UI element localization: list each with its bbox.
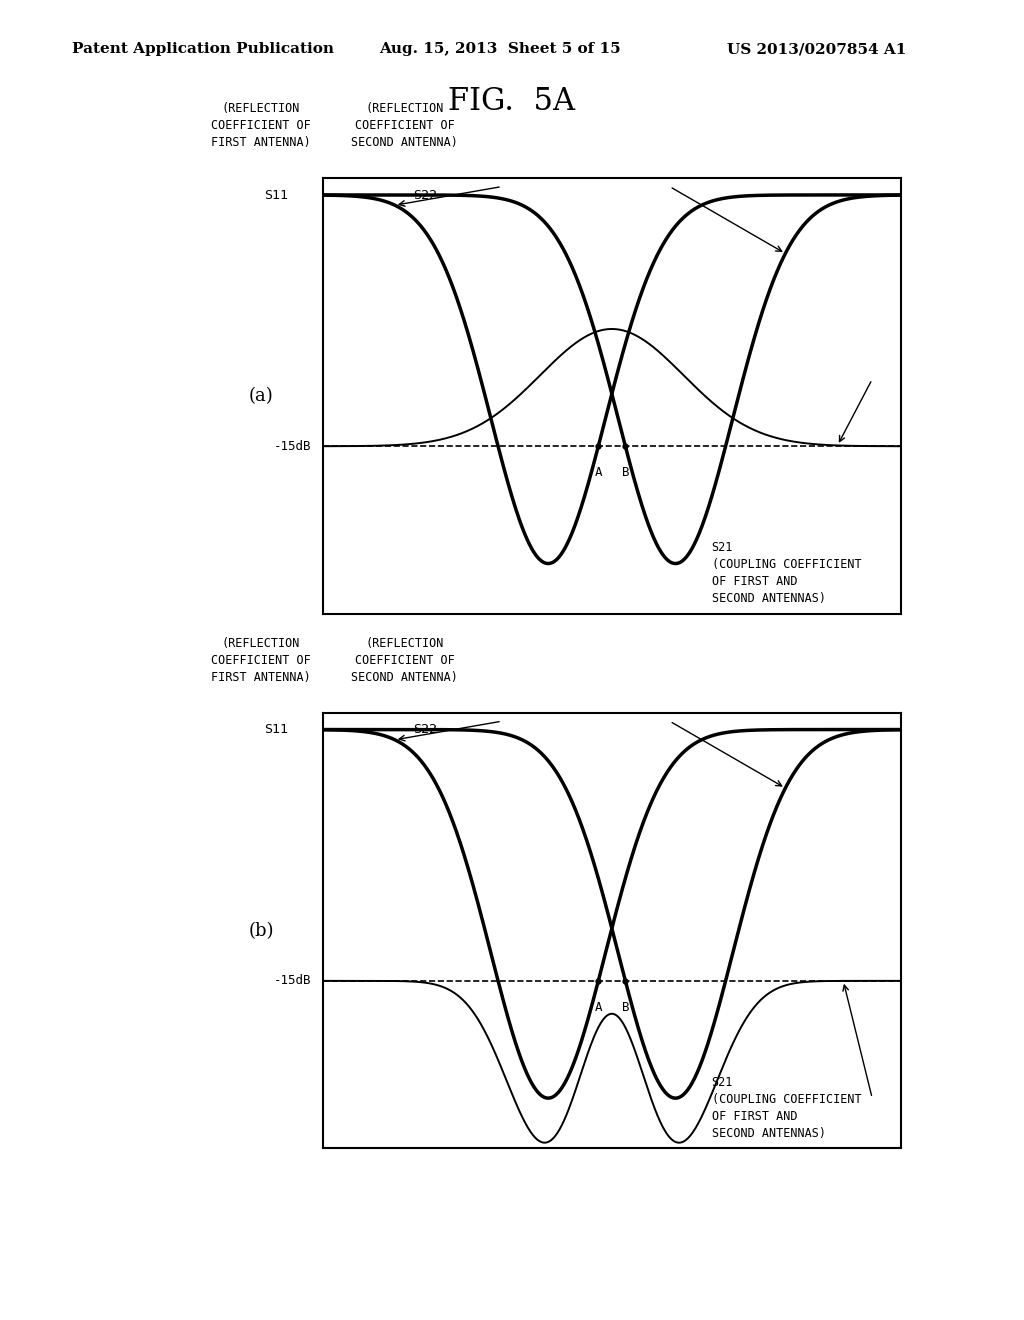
Text: S11: S11 — [264, 189, 289, 202]
Text: (REFLECTION
COEFFICIENT OF
FIRST ANTENNA): (REFLECTION COEFFICIENT OF FIRST ANTENNA… — [211, 102, 311, 149]
Text: B: B — [622, 466, 629, 479]
Text: (REFLECTION
COEFFICIENT OF
SECOND ANTENNA): (REFLECTION COEFFICIENT OF SECOND ANTENN… — [351, 636, 458, 684]
Text: S11: S11 — [264, 723, 289, 737]
Text: FIG.  5A: FIG. 5A — [449, 86, 575, 116]
Text: Patent Application Publication: Patent Application Publication — [72, 42, 334, 57]
Text: A: A — [595, 466, 602, 479]
Text: B: B — [622, 1001, 629, 1014]
Text: S22: S22 — [413, 189, 437, 202]
Text: (REFLECTION
COEFFICIENT OF
FIRST ANTENNA): (REFLECTION COEFFICIENT OF FIRST ANTENNA… — [211, 636, 311, 684]
Text: -15dB: -15dB — [273, 974, 311, 987]
Text: (REFLECTION
COEFFICIENT OF
SECOND ANTENNA): (REFLECTION COEFFICIENT OF SECOND ANTENN… — [351, 102, 458, 149]
Text: (a): (a) — [249, 387, 273, 405]
Text: S21
(COUPLING COEFFICIENT
OF FIRST AND
SECOND ANTENNAS): S21 (COUPLING COEFFICIENT OF FIRST AND S… — [712, 541, 861, 605]
Text: US 2013/0207854 A1: US 2013/0207854 A1 — [727, 42, 906, 57]
Text: S22: S22 — [413, 723, 437, 737]
Text: Aug. 15, 2013  Sheet 5 of 15: Aug. 15, 2013 Sheet 5 of 15 — [379, 42, 621, 57]
Text: S21
(COUPLING COEFFICIENT
OF FIRST AND
SECOND ANTENNAS): S21 (COUPLING COEFFICIENT OF FIRST AND S… — [712, 1076, 861, 1139]
Text: -15dB: -15dB — [273, 440, 311, 453]
Text: A: A — [595, 1001, 602, 1014]
Text: (b): (b) — [249, 921, 273, 940]
